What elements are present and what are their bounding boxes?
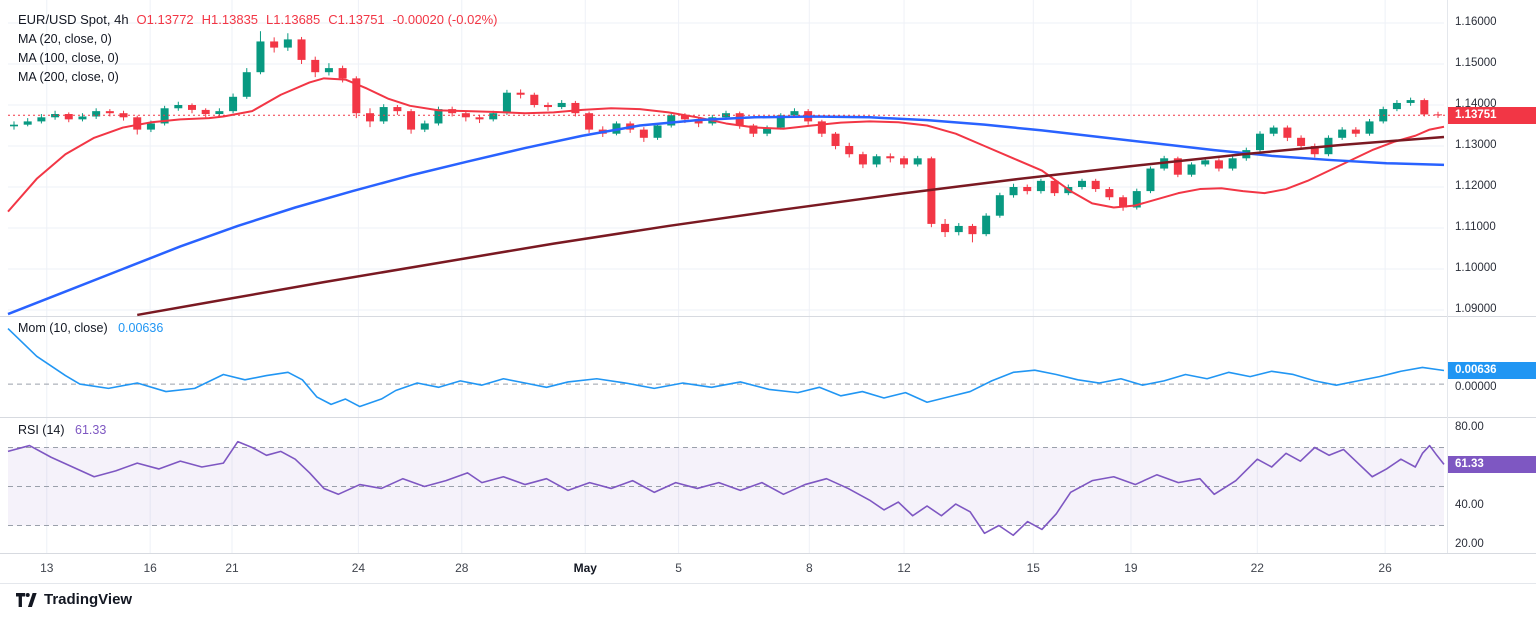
ma-20-legend[interactable]: MA (20, close, 0): [18, 32, 112, 46]
ma-100-legend[interactable]: MA (100, close, 0): [18, 51, 119, 65]
rsi-label[interactable]: RSI (14): [18, 423, 65, 437]
time-tick-label: 12: [897, 561, 911, 575]
ma-200-legend[interactable]: MA (200, close, 0): [18, 70, 119, 84]
last-price-badge: 1.13751: [1448, 106, 1536, 124]
tradingview-logo-icon[interactable]: [16, 592, 37, 608]
time-tick-label: 21: [225, 561, 239, 575]
tradingview-wordmark[interactable]: TradingView: [44, 591, 133, 608]
time-tick-label: 8: [805, 561, 813, 575]
price-tick-label: 1.09000: [1455, 303, 1497, 315]
ohlc-high: H1.13835: [201, 12, 259, 27]
rsi-value-badge: 61.33: [1448, 455, 1536, 473]
footer: TradingView: [16, 591, 132, 608]
time-tick-label: 5: [675, 561, 682, 575]
time-tick-label: 15: [1026, 561, 1040, 575]
momentum-legend[interactable]: Mom (10, close) 0.00636: [18, 321, 163, 335]
price-tick-label: 1.15000: [1455, 57, 1497, 69]
rsi-tick-label: 80.00: [1455, 421, 1484, 433]
price-tick-label: 1.16000: [1455, 16, 1497, 28]
momentum-label[interactable]: Mom (10, close): [18, 321, 108, 335]
time-tick-label: 28: [455, 561, 469, 575]
ohlc-low: L1.13685: [266, 12, 321, 27]
ohlc-close: C1.13751: [328, 12, 385, 27]
price-tick-label: 1.12000: [1455, 180, 1497, 192]
chart-canvas[interactable]: [0, 0, 1536, 553]
momentum-tick-label: 0.00000: [1455, 381, 1497, 394]
momentum-value-badge: 0.00636: [1448, 362, 1536, 379]
ohlc-open: O1.13772: [136, 12, 194, 27]
rsi-value: 61.33: [75, 423, 107, 437]
time-tick-label: 13: [40, 561, 54, 575]
momentum-value: 0.00636: [118, 321, 164, 335]
time-tick-label: 22: [1250, 561, 1264, 575]
price-scale[interactable]: 1.13751 0.00636 61.33 1.16000 1.15000 1.14…: [1447, 0, 1536, 553]
symbol-title[interactable]: EUR/USD Spot, 4h: [18, 12, 129, 27]
symbol-title-row[interactable]: EUR/USD Spot, 4h O1.13772 H1.13835 L1.13…: [18, 12, 497, 27]
price-tick-label: 1.10000: [1455, 262, 1497, 274]
price-tick-label: 1.11000: [1455, 221, 1496, 233]
rsi-tick-label: 40.00: [1455, 499, 1484, 511]
time-tick-label: May: [573, 561, 597, 575]
time-tick-label: 19: [1124, 561, 1138, 575]
time-tick-label: 16: [143, 561, 157, 575]
price-change: -0.00020 (-0.02%): [392, 12, 498, 27]
price-tick-label: 1.13000: [1455, 139, 1497, 151]
time-tick-label: 24: [351, 561, 366, 575]
rsi-legend[interactable]: RSI (14) 61.33: [18, 423, 106, 437]
rsi-tick-label: 20.00: [1455, 538, 1484, 550]
chart-legend: EUR/USD Spot, 4h O1.13772 H1.13835 L1.13…: [18, 12, 497, 84]
time-scale[interactable]: 13 16 21 24 28 May 5 8 12 15 19 22 26: [0, 553, 1536, 584]
time-tick-label: 26: [1378, 561, 1392, 575]
